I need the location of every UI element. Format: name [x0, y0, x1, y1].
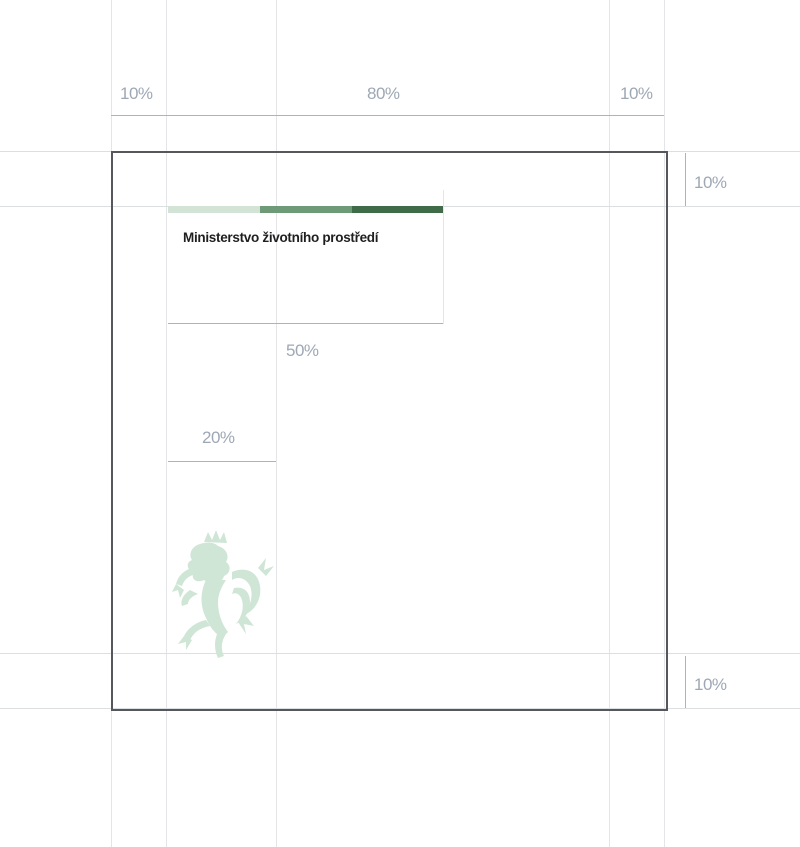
emblem-width-label: 20%	[202, 428, 235, 447]
logo-right-guide	[443, 190, 444, 324]
guide-vertical-content-left	[166, 0, 167, 847]
logo-color-bar	[168, 206, 443, 213]
top-margin-label: 10%	[694, 173, 727, 192]
logo-area-frame	[111, 151, 668, 711]
width-measure-line	[111, 115, 664, 116]
bottom-margin-label: 10%	[694, 675, 727, 694]
content-width-label: 80%	[367, 84, 400, 103]
guide-horizontal-content-bottom	[0, 653, 800, 654]
left-margin-label: 10%	[120, 84, 153, 103]
right-margin-label: 10%	[620, 84, 653, 103]
bottom-margin-measure-line	[685, 656, 686, 708]
czech-lion-emblem-icon	[172, 530, 274, 658]
logo-bar-segment	[352, 206, 443, 213]
guide-vertical-emblem-right	[276, 0, 277, 847]
logo-bar-segment	[260, 206, 352, 213]
guide-vertical-content-right	[609, 0, 610, 847]
logo-bar-segment	[168, 206, 260, 213]
guide-vertical-right	[664, 0, 665, 847]
ministry-logo-text: Ministerstvo životního prostředí	[183, 230, 379, 245]
logo-width-label: 50%	[286, 341, 319, 360]
logo-width-measure-line	[168, 323, 443, 324]
emblem-width-measure-line	[168, 461, 276, 462]
guide-horizontal-bottom	[0, 708, 800, 709]
top-margin-measure-line	[685, 153, 686, 206]
